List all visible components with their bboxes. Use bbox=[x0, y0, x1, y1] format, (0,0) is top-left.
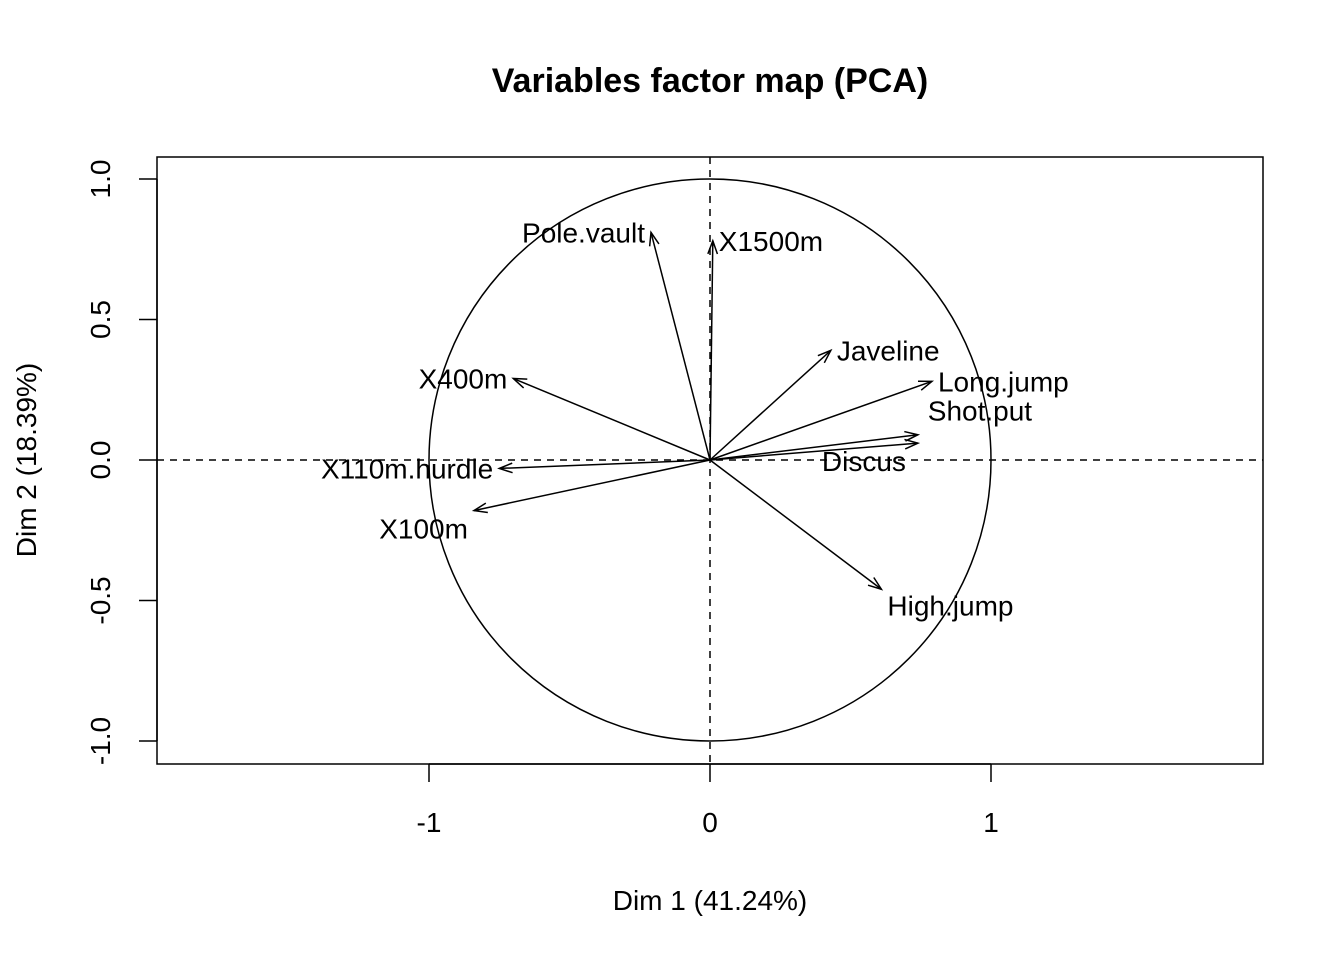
arrow-shaft bbox=[709, 240, 714, 461]
arrow-head bbox=[904, 430, 921, 442]
variable-x110m-hurdle: X110m.hurdle bbox=[321, 453, 711, 484]
y-tick-label: 0.0 bbox=[85, 441, 116, 480]
y-tick-label: -1.0 bbox=[85, 717, 116, 765]
arrow-head bbox=[817, 348, 833, 364]
variable-label: Discus bbox=[822, 446, 906, 477]
variable-label: X400m bbox=[419, 364, 508, 395]
arrow-shaft bbox=[709, 380, 933, 461]
variable-label: X110m.hurdle bbox=[321, 453, 493, 484]
x-tick-label: 0 bbox=[702, 807, 718, 838]
plot-area: Pole.vault X1500m JavelineLong.jumpShot.pu… bbox=[157, 157, 1263, 764]
arrow-head bbox=[648, 230, 660, 247]
arrow-shaft bbox=[709, 349, 832, 461]
variable-label: Pole.vault bbox=[522, 217, 645, 248]
arrow-head bbox=[867, 577, 884, 591]
x-tick-label: -1 bbox=[417, 807, 442, 838]
x-axis: -1 0 1 bbox=[417, 763, 999, 838]
x-tick-label: 1 bbox=[983, 807, 999, 838]
variable-shot-put: Shot.put bbox=[709, 396, 1033, 461]
variable-x1500m: X1500m bbox=[707, 226, 823, 461]
arrow-head bbox=[707, 238, 719, 255]
variable-high-jump: High.jump bbox=[709, 459, 1013, 621]
arrow-shaft bbox=[499, 459, 711, 470]
correlation-circle bbox=[428, 178, 992, 742]
variable-long-jump: Long.jump bbox=[709, 366, 1069, 461]
arrow-head bbox=[471, 502, 488, 514]
arrow-shaft bbox=[650, 232, 711, 461]
arrow-shaft bbox=[473, 459, 711, 512]
y-tick-label: 0.5 bbox=[85, 300, 116, 339]
arrow-head bbox=[904, 438, 921, 450]
variable-label: Shot.put bbox=[928, 396, 1033, 427]
variable-label: Long.jump bbox=[938, 366, 1069, 397]
y-axis-label: Dim 2 (18.39%) bbox=[11, 363, 42, 558]
variable-javeline: Javeline bbox=[709, 335, 940, 461]
arrow-shaft bbox=[709, 442, 919, 461]
arrow-head bbox=[917, 380, 935, 391]
arrow-shaft bbox=[513, 377, 711, 461]
variable-discus: Discus bbox=[709, 438, 921, 477]
variable-x100m: X100m bbox=[379, 459, 711, 545]
variable-x400m: X400m bbox=[419, 364, 711, 461]
variable-label: X1500m bbox=[719, 226, 823, 257]
x-axis-label: Dim 1 (41.24%) bbox=[613, 885, 808, 916]
y-axis: -1.0 -0.5 0.0 0.5 1.0 bbox=[85, 160, 158, 765]
y-tick-label: -0.5 bbox=[85, 576, 116, 624]
chart-title: Variables factor map (PCA) bbox=[492, 62, 928, 100]
arrow-head bbox=[511, 377, 528, 389]
variable-pole-vault: Pole.vault bbox=[522, 217, 711, 461]
variable-label: High.jump bbox=[887, 590, 1013, 621]
variable-label: Javeline bbox=[837, 335, 940, 366]
arrow-shaft bbox=[709, 459, 882, 590]
arrow-shaft bbox=[709, 433, 919, 461]
arrow-head bbox=[497, 462, 513, 474]
variable-label: X100m bbox=[379, 514, 468, 545]
y-tick-label: 1.0 bbox=[85, 160, 116, 199]
